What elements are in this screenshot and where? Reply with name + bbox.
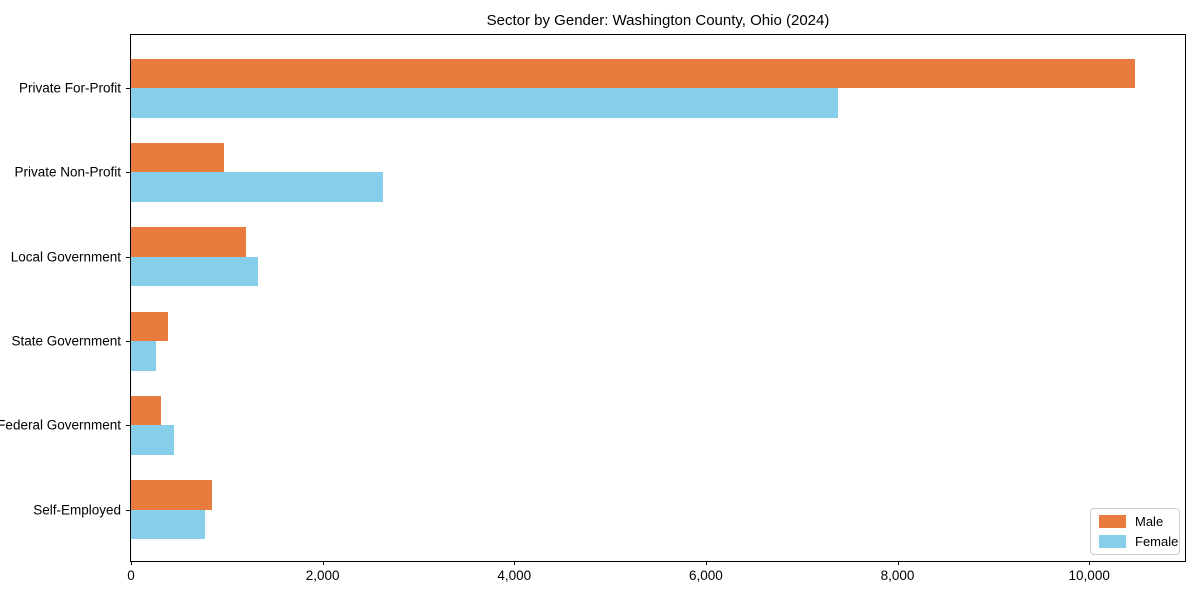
legend-label-female: Female [1135,534,1179,549]
bar-male-state-government [131,311,168,341]
bar-female-local-government [131,256,259,287]
y-tick-private-non-profit [126,172,130,174]
y-tick-label-state-government: State Government [11,333,121,349]
y-tick-state-government [126,341,130,342]
y-tick-label-self-employed: Self-Employed [33,502,121,518]
bar-female-federal-government [131,425,175,455]
chart-title: Sector by Gender: Washington County, Ohi… [486,12,830,29]
y-tick-private-for-profit [126,88,130,89]
plot-area: Private For-Profit Private Non-Profit Loca… [0,34,1186,583]
legend-item-female: Female [1099,534,1179,549]
bar-male-federal-government [131,395,161,426]
y-tick-local-government [126,256,130,258]
x-tick-0 [131,561,132,565]
bar-female-private-non-profit [131,172,383,202]
bar-male-self-employed [131,480,212,510]
x-tick-8000 [897,561,899,565]
y-tick-federal-government [126,425,130,427]
x-tick-label-4000: 4,000 [497,568,532,583]
female-legend-swatch [1099,535,1126,548]
legend-label-male: Male [1135,514,1164,529]
bar-female-self-employed [131,509,205,540]
bar-female-private-for-profit [131,88,839,118]
y-tick-label-federal-government: Federal Government [0,417,121,433]
x-tick-2000 [322,561,324,565]
y-tick-label-private-non-profit: Private Non-Profit [14,164,121,180]
x-tick-label-6000: 6,000 [688,568,723,583]
x-tick-label-10000: 10,000 [1068,568,1110,583]
bar-male-local-government [131,227,246,257]
y-tick-self-employed [126,509,130,511]
x-tick-label-8000: 8,000 [880,568,915,583]
male-legend-swatch [1099,515,1126,528]
x-tick-label-2000: 2,000 [305,568,340,583]
bar-male-private-for-profit [131,58,1136,88]
legend: Male Female [1090,508,1180,555]
y-tick-label-private-for-profit: Private For-Profit [18,80,121,96]
legend-item-male: Male [1099,514,1179,529]
x-tick-4000 [514,561,516,565]
bar-male-private-non-profit [131,142,224,173]
x-tick-10000 [1089,561,1091,565]
x-tick-label-0: 0 [127,568,135,583]
bar-female-state-government [131,341,156,371]
y-tick-label-local-government: Local Government [10,249,121,265]
x-tick-6000 [705,561,707,565]
